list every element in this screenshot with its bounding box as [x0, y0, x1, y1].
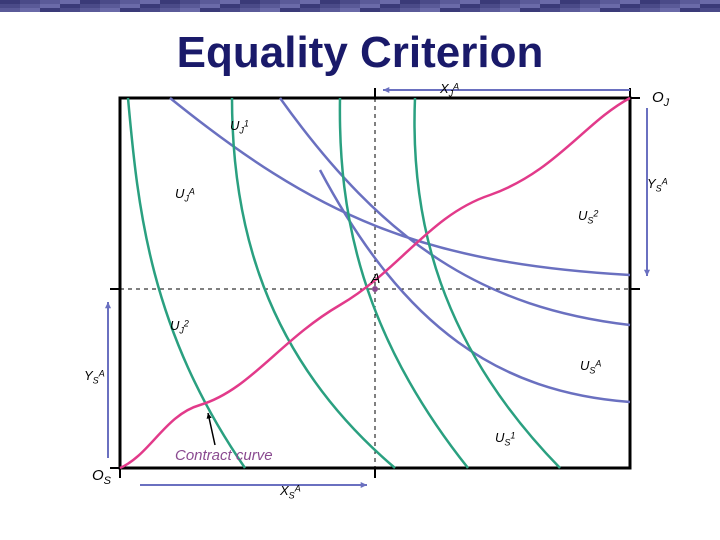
svg-text:YSA: YSA	[84, 368, 105, 386]
svg-text:OS: OS	[92, 467, 112, 487]
slide: Equality Criterion AContract curveXJAOJU…	[0, 0, 720, 540]
svg-text:YSA: YSA	[647, 176, 668, 194]
svg-text:OJ: OJ	[652, 89, 670, 109]
svg-text:A: A	[370, 270, 380, 286]
svg-text:Contract curve: Contract curve	[175, 447, 273, 464]
diagram-svg: AContract curveXJAOJUJ1UJAYSAUS2UJ2USAYS…	[0, 0, 720, 540]
svg-text:XJA: XJA	[439, 81, 459, 99]
